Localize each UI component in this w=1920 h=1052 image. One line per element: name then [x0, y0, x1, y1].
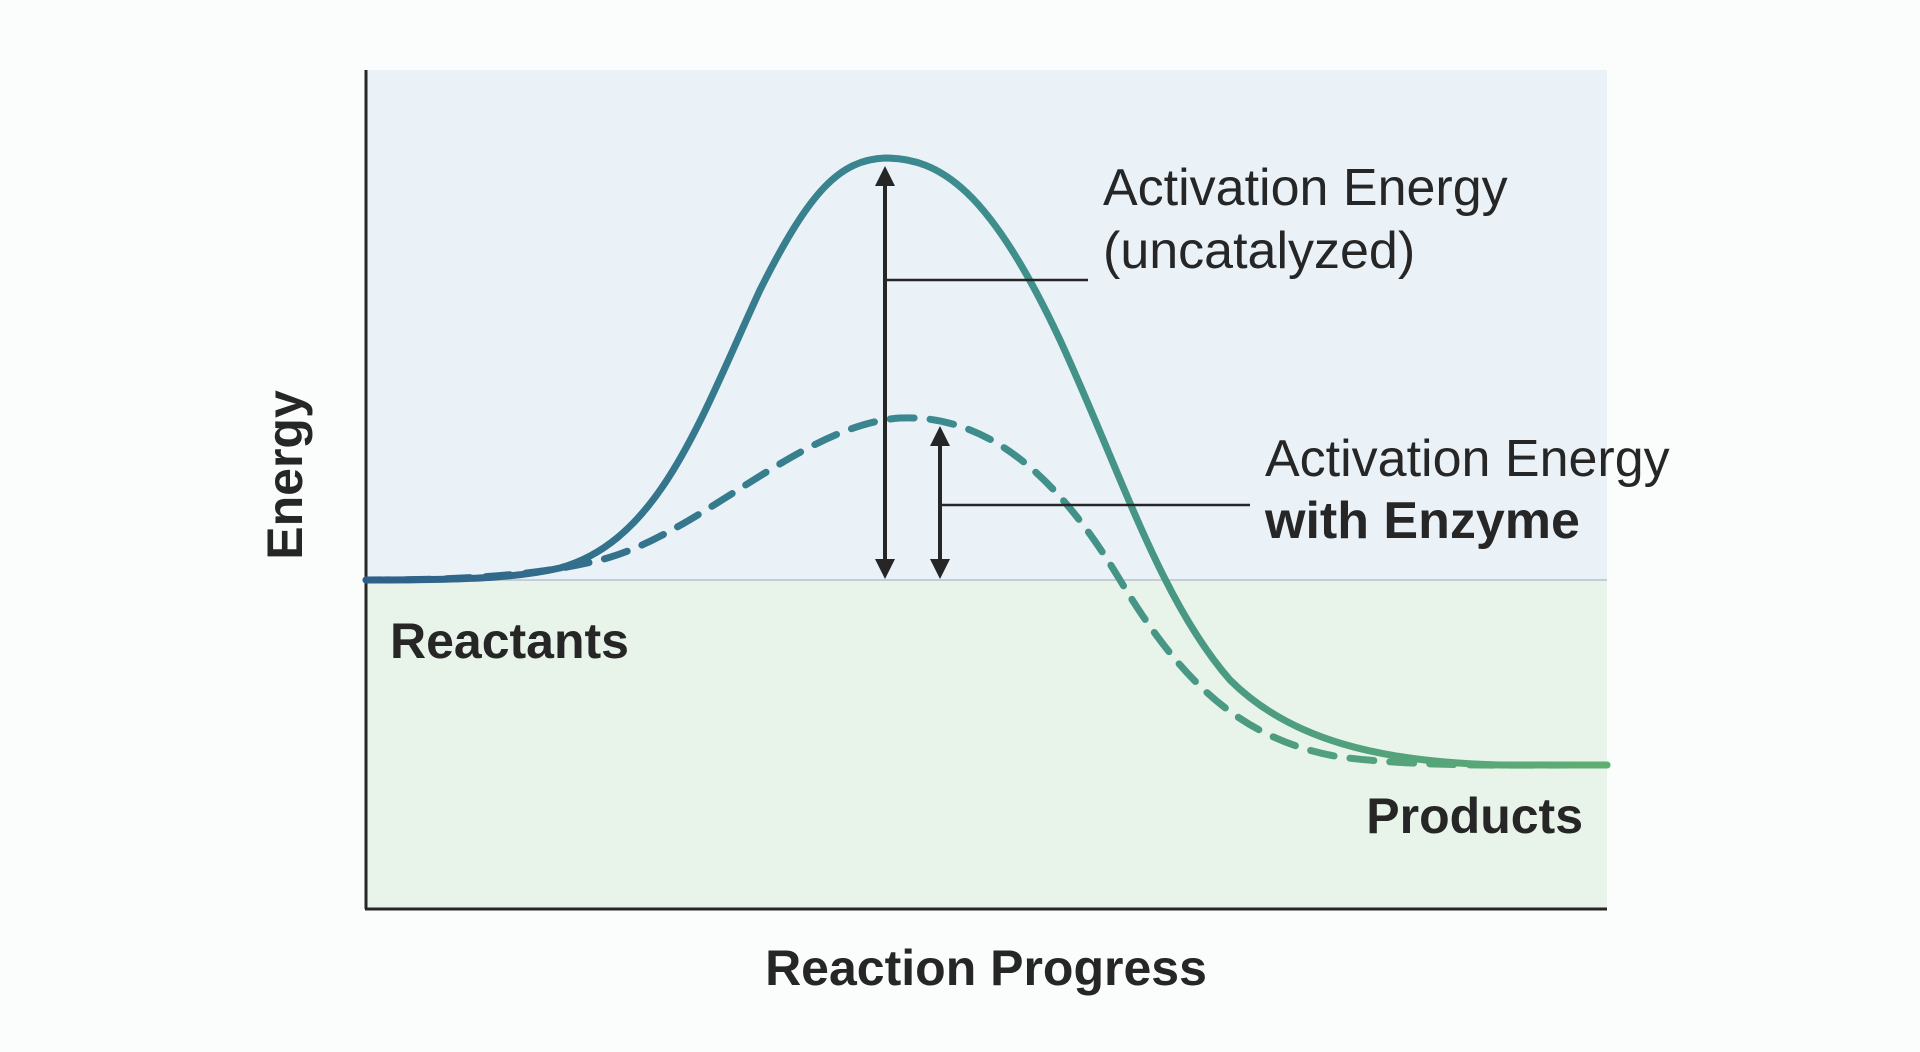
lower-energy-region — [366, 580, 1607, 908]
products-label: Products — [1366, 788, 1583, 844]
upper-energy-region — [366, 70, 1607, 580]
reactants-label: Reactants — [390, 613, 629, 669]
enzyme-catalyzed-curve — [362, 414, 1611, 769]
enzyme-label-line1: Activation Energy — [1265, 430, 1670, 488]
uncatalyzed-label-line2: (uncatalyzed) — [1103, 222, 1415, 280]
uncatalyzed-label-line1: Activation Energy — [1103, 159, 1508, 217]
y-axis-label: Energy — [257, 390, 313, 560]
x-axis-label: Reaction Progress — [765, 940, 1207, 996]
enzyme-label-line2: with Enzyme — [1264, 492, 1580, 550]
uncatalyzed-curve — [362, 154, 1611, 769]
